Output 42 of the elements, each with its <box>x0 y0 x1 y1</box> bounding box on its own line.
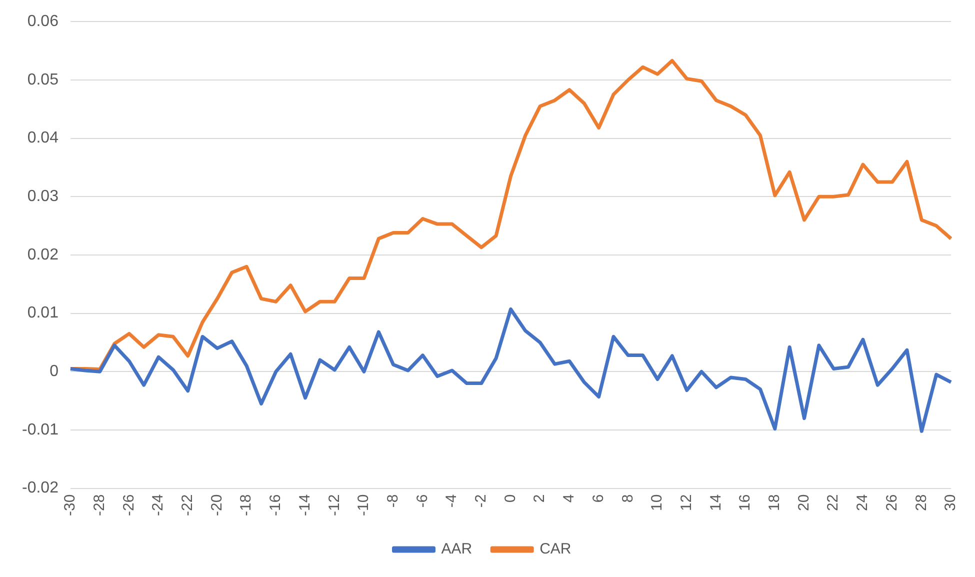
x-tick-label: -30 <box>62 494 79 516</box>
x-tick-label: 16 <box>736 494 754 512</box>
x-tick-label: -24 <box>150 494 167 516</box>
x-tick-label: 2 <box>531 494 548 503</box>
y-tick-label: -0.02 <box>22 480 59 497</box>
x-tick-label: 10 <box>648 494 666 512</box>
x-tick-label: -20 <box>208 494 226 516</box>
x-tick-label: -22 <box>179 494 196 516</box>
x-tick-label: 6 <box>590 494 607 503</box>
x-tick-label: -8 <box>384 494 402 508</box>
x-tick-label: -10 <box>355 494 372 516</box>
x-tick-label: 22 <box>824 494 842 512</box>
x-tick-label: -16 <box>267 494 284 516</box>
legend-label: AAR <box>441 540 472 558</box>
legend-label: CAR <box>540 540 572 558</box>
y-tick-label: 0.05 <box>27 71 59 88</box>
y-tick-label: 0.03 <box>27 188 59 206</box>
x-tick-label: -14 <box>296 494 314 516</box>
x-tick-label: -28 <box>90 494 108 516</box>
y-tick-label: 0.02 <box>27 246 59 264</box>
x-tick-label: 14 <box>707 494 724 512</box>
x-tick-label: -2 <box>472 494 490 508</box>
x-tick-label: -12 <box>326 494 343 516</box>
x-tick-label: 0 <box>502 494 519 503</box>
y-tick-label: 0 <box>50 363 59 380</box>
x-tick-label: 28 <box>912 494 930 512</box>
x-tick-label: -4 <box>443 494 460 508</box>
x-tick-label: 20 <box>795 494 812 512</box>
x-tick-label: 8 <box>619 494 636 503</box>
x-tick-label: 18 <box>766 494 784 512</box>
x-tick-label: 24 <box>854 494 872 512</box>
x-tick-label: 4 <box>560 494 578 503</box>
x-tick-label: -26 <box>120 494 138 516</box>
y-tick-label: 0.04 <box>27 130 59 147</box>
x-tick-label: -18 <box>238 494 255 516</box>
x-tick-label: 30 <box>942 494 960 512</box>
y-tick-label: 0.06 <box>27 13 59 30</box>
x-tick-label: 26 <box>883 494 900 512</box>
y-tick-label: 0.01 <box>27 304 59 322</box>
x-tick-label: -6 <box>414 494 431 508</box>
x-tick-label: 12 <box>678 494 695 512</box>
y-tick-label: -0.01 <box>22 421 59 438</box>
